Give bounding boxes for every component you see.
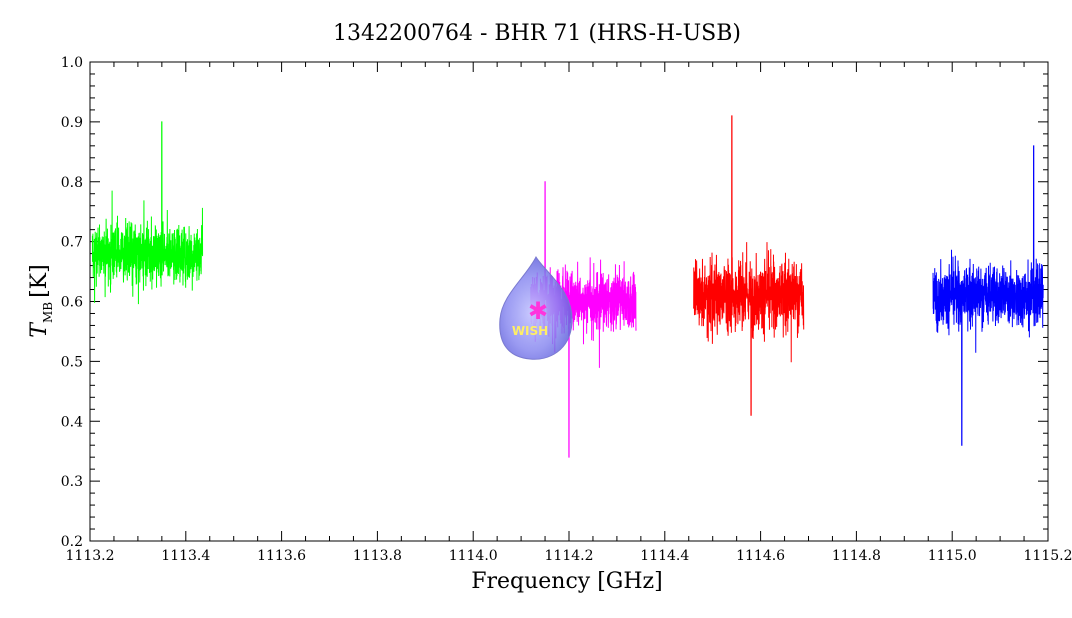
y-axis-label-subscript: MB (41, 302, 55, 323)
series-line-4 (932, 145, 1044, 446)
y-tick-label: 0.9 (61, 115, 83, 131)
y-tick-label: 0.7 (61, 235, 83, 251)
y-axis-label-unit: [K] (27, 264, 52, 298)
chart-title: 1342200764 - BHR 71 (HRS-H-USB) (333, 21, 741, 46)
y-tick-label: 0.4 (61, 414, 83, 430)
y-axis-label-symbol: T (27, 321, 52, 338)
series-line-3 (693, 115, 805, 416)
y-tick-label: 0.2 (61, 534, 83, 550)
x-tick-label: 1114.6 (736, 548, 785, 564)
series-line-1 (91, 121, 204, 305)
x-tick-label: 1114.0 (449, 548, 498, 564)
x-tick-label: 1113.6 (257, 548, 306, 564)
x-tick-label: 1115.0 (928, 548, 977, 564)
x-tick-label: 1113.2 (66, 548, 115, 564)
y-tick-label: 0.8 (61, 175, 83, 191)
x-tick-labels: 1113.2 1113.4 1113.6 1113.8 1114.0 1114.2 1114… (66, 548, 1072, 564)
wish-logo: ✱ WISH (499, 255, 573, 360)
logo-star-icon: ✱ (528, 297, 548, 325)
y-tick-label: 0.6 (61, 295, 83, 311)
y-tick-labels: 0.2 0.3 0.4 0.5 0.6 0.7 0.8 0.9 1.0 (61, 55, 83, 550)
y-tick-label: 0.3 (61, 474, 83, 490)
axis-ticks (89, 61, 1049, 542)
logo-text: WISH (512, 324, 548, 338)
series-layer (91, 115, 1044, 458)
y-axis-label: TMB [K] (27, 264, 55, 337)
x-tick-label: 1113.8 (353, 548, 402, 564)
x-tick-label: 1114.2 (545, 548, 594, 564)
logo-drop-shape (499, 255, 573, 360)
y-tick-label: 1.0 (61, 55, 83, 71)
x-tick-label: 1113.4 (161, 548, 210, 564)
x-tick-label: 1115.2 (1024, 548, 1072, 564)
plot-frame (89, 61, 1049, 542)
x-tick-label: 1114.4 (640, 548, 689, 564)
y-tick-label: 0.5 (61, 354, 83, 370)
x-axis-label: Frequency [GHz] (471, 569, 663, 594)
x-tick-label: 1114.8 (832, 548, 881, 564)
